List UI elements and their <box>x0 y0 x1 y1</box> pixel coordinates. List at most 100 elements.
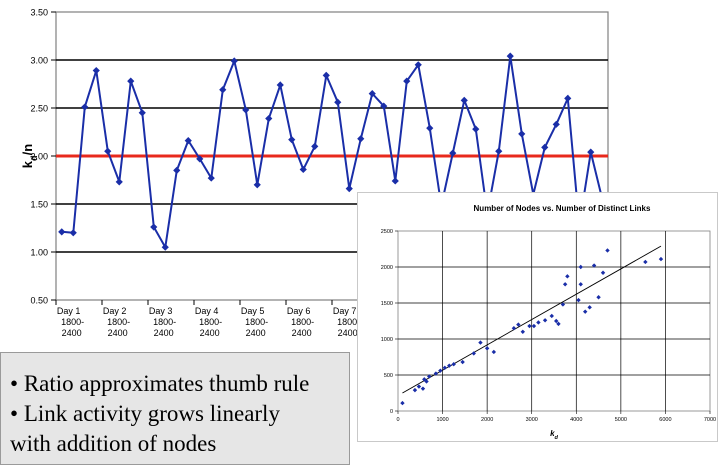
inset-data-point <box>562 282 568 287</box>
inset-data-point <box>420 386 426 391</box>
data-point <box>150 223 158 231</box>
inset-data-point <box>560 302 566 307</box>
inset-x-tick-label: 3000 <box>526 417 538 423</box>
y-axis-label: kd/n <box>20 144 39 168</box>
x-tick-label-time: 1800- <box>291 317 314 327</box>
inset-data-point <box>412 387 418 393</box>
inset-data-point <box>643 259 648 265</box>
data-point <box>81 103 89 111</box>
data-point <box>564 94 572 102</box>
data-point <box>414 61 422 69</box>
data-point <box>334 98 342 106</box>
x-tick-label-end: 2400 <box>108 328 128 338</box>
data-point <box>299 165 307 174</box>
data-point <box>92 66 100 75</box>
inset-data-point <box>451 362 456 367</box>
inset-data-point <box>427 374 432 379</box>
data-point <box>242 106 250 114</box>
data-point <box>288 136 296 144</box>
y-tick-label: 2.50 <box>30 104 48 114</box>
inset-data-point <box>605 248 610 253</box>
nodes-vs-links-scatter: Number of Nodes vs. Number of Distinct L… <box>381 204 716 441</box>
callout-line-3: with addition of nodes <box>10 429 349 459</box>
inset-x-tick-label: 4000 <box>570 417 582 423</box>
inset-data-point <box>471 351 476 356</box>
x-tick-label-time: 1800- <box>61 317 84 327</box>
data-point <box>506 52 514 60</box>
inset-data-point <box>554 318 559 324</box>
y-tick-label: 2.00 <box>30 152 48 162</box>
inset-data-point <box>600 270 606 275</box>
inset-y-tick-label: 1000 <box>381 337 393 343</box>
inset-x-tick-label: 7000 <box>704 417 716 423</box>
inset-y-tick-label: 0 <box>390 409 393 415</box>
data-point <box>345 185 353 193</box>
y-tick-label: 1.50 <box>30 200 48 210</box>
inset-x-tick-label: 1000 <box>436 417 448 423</box>
x-tick-label-day: Day 1 <box>57 306 81 316</box>
callout-text-3: with addition of nodes <box>10 431 217 456</box>
inset-data-point <box>438 368 443 373</box>
inset-plot-area <box>397 230 711 412</box>
x-tick-label-end: 2400 <box>292 328 312 338</box>
bullet-glyph: • <box>10 371 19 396</box>
data-point <box>460 96 468 104</box>
data-point <box>322 71 330 79</box>
data-point <box>552 120 560 128</box>
inset-data-point <box>511 326 517 331</box>
inset-data-point <box>442 365 447 370</box>
inset-y-tick-label: 1500 <box>381 301 393 307</box>
inset-x-tick-label: 2000 <box>481 417 493 423</box>
bullet-glyph: • <box>10 401 19 426</box>
inset-data-point <box>527 323 532 329</box>
inset-data-point <box>478 340 483 345</box>
inset-y-tick-label: 500 <box>384 373 393 379</box>
data-point <box>207 174 215 182</box>
callout-box: • Ratio approximates thumb rule • Link a… <box>0 352 350 465</box>
data-point <box>173 166 181 174</box>
x-tick-label-time: 1800- <box>337 317 360 327</box>
data-point <box>276 81 284 89</box>
x-tick-label-time: 1800- <box>199 317 222 327</box>
x-tick-label-day: Day 3 <box>149 306 173 316</box>
inset-data-point <box>447 363 452 368</box>
data-point <box>219 86 227 94</box>
data-point <box>368 90 376 98</box>
x-tick-label-time: 1800- <box>153 317 176 327</box>
inset-data-point <box>658 256 664 262</box>
inset-data-point <box>565 274 570 279</box>
data-point <box>403 77 411 85</box>
data-point <box>104 147 112 155</box>
data-point <box>69 229 77 237</box>
data-point <box>495 147 503 155</box>
inset-data-point <box>484 346 490 351</box>
data-point <box>449 149 457 157</box>
data-point <box>230 57 238 65</box>
inset-x-tick-label: 6000 <box>659 417 671 423</box>
inset-data-point <box>578 264 583 270</box>
x-tick-label-day: Day 7 <box>333 306 357 316</box>
data-point <box>311 142 319 150</box>
inset-data-point <box>556 321 561 327</box>
callout-text-1: Ratio approximates thumb rule <box>23 371 310 396</box>
data-point <box>426 124 434 132</box>
x-tick-label-end: 2400 <box>338 328 358 338</box>
data-point <box>184 137 192 145</box>
x-tick-label-day: Day 6 <box>287 306 311 316</box>
inset-x-axis-label: kd <box>550 429 558 441</box>
series-line <box>61 56 604 251</box>
data-point <box>518 130 526 138</box>
data-point <box>587 148 595 156</box>
data-point <box>380 102 388 110</box>
data-point <box>115 178 123 186</box>
data-point <box>196 155 204 163</box>
data-point <box>58 228 66 236</box>
data-point <box>253 181 261 189</box>
inset-data-point <box>424 379 429 384</box>
data-point <box>138 109 146 117</box>
inset-y-tick-label: 2000 <box>381 265 393 271</box>
x-tick-label-day: Day 4 <box>195 306 219 316</box>
inset-x-tick-label: 0 <box>396 417 399 423</box>
inset-data-point <box>460 359 465 365</box>
